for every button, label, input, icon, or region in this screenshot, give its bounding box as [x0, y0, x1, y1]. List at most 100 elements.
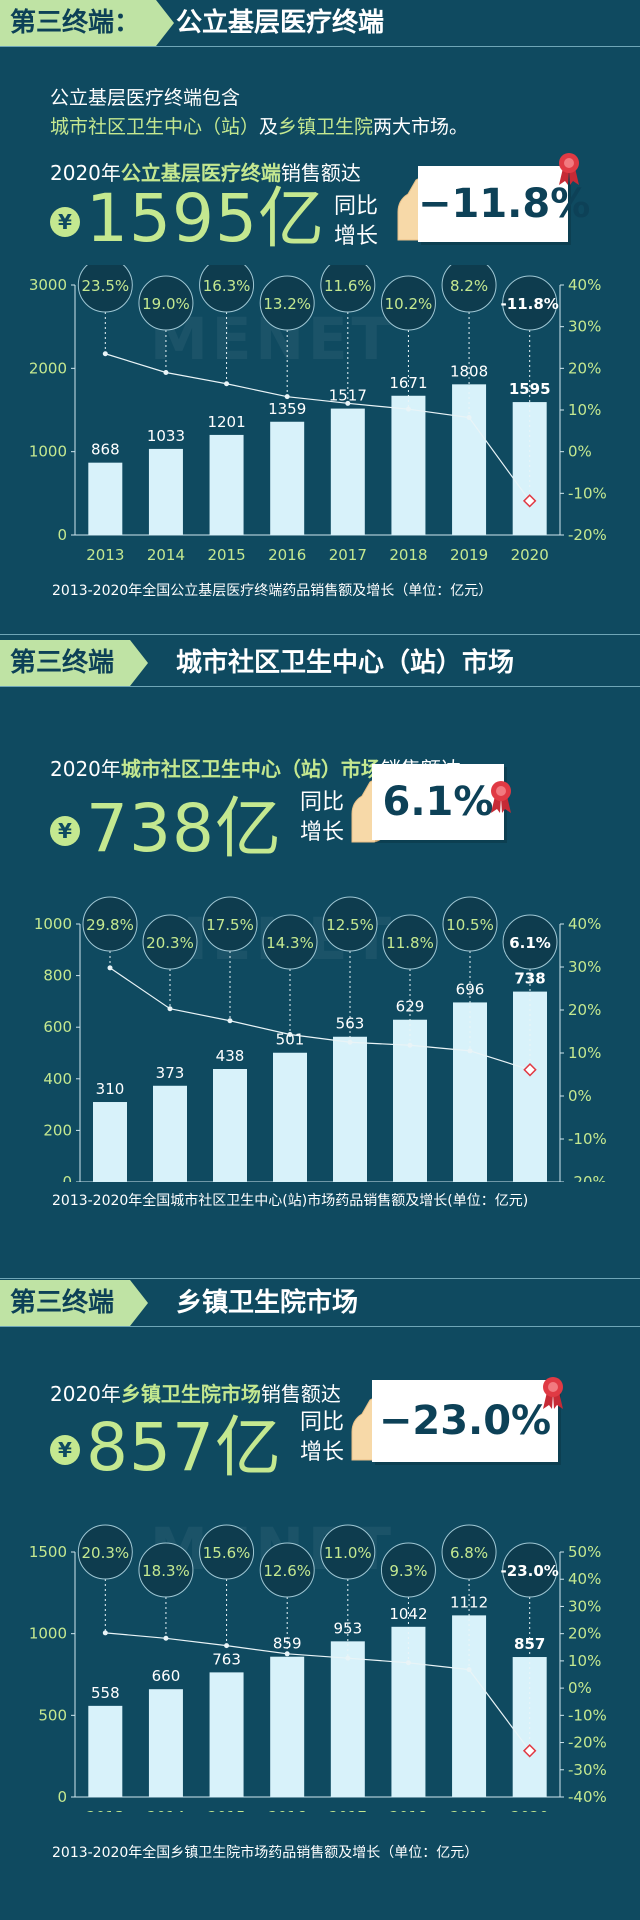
y-tick-label-left: 1000	[29, 1625, 67, 1643]
x-tick-label: 2017	[329, 1808, 367, 1812]
y-tick-label-right: 0%	[568, 1087, 592, 1105]
yen-icon: ¥	[50, 816, 80, 846]
y-tick-label-left: 0	[62, 1173, 72, 1182]
bar-value-label: 1808	[450, 362, 488, 380]
sales-amount: 1595亿	[86, 180, 325, 257]
growth-bubble	[502, 1542, 558, 1598]
divider	[0, 1326, 640, 1327]
x-tick-label: 2018	[389, 546, 427, 564]
y-tick-label-right: -20%	[568, 1173, 607, 1182]
bar	[270, 1656, 305, 1797]
bar	[391, 1626, 426, 1797]
y-tick-label-left: 2000	[29, 359, 67, 377]
x-tick-label: 2019	[450, 1808, 488, 1812]
growth-label: 10.2%	[385, 295, 433, 313]
sales-highlight: 城市社区卫生中心（站）市场	[120, 757, 381, 781]
growth-label: 20.3%	[81, 1544, 129, 1562]
bar-value-label: 868	[91, 441, 120, 459]
growth-bubble	[262, 914, 318, 970]
growth-bubble	[138, 1542, 194, 1598]
x-tick-label: 2014	[147, 1808, 185, 1812]
growth-label: -23.0%	[501, 1562, 559, 1580]
growth-bubble	[202, 896, 258, 952]
sales-prefix: 2020年	[50, 757, 121, 781]
growth-card: 6.1%	[372, 764, 504, 840]
x-tick-label: 2016	[268, 546, 306, 564]
sales-statement: 2020年乡镇卫生院市场销售额达	[50, 1378, 341, 1407]
intro-text: 公立基层医疗终端包含 城市社区卫生中心（站）及乡镇卫生院两大市场。	[50, 84, 468, 142]
bar-value-label: 857	[514, 1635, 545, 1653]
bar	[88, 1705, 123, 1797]
growth-point	[405, 406, 411, 412]
y-tick-label-right: -10%	[568, 1130, 607, 1148]
growth-label: 6.8%	[450, 1544, 488, 1562]
bar	[209, 434, 244, 535]
yoy-label: 同比 增长	[334, 192, 378, 252]
section-public-primary: 第三终端： 公立基层医疗终端 公立基层医疗终端包含 城市社区卫生中心（站）及乡镇…	[0, 0, 640, 640]
y-tick-label-right: -10%	[568, 484, 607, 502]
growth-label: 13.2%	[263, 295, 311, 313]
y-tick-label-right: -30%	[568, 1761, 607, 1779]
x-tick-label: 2015	[207, 1808, 245, 1812]
award-ribbon-icon	[559, 153, 579, 185]
growth-line	[105, 353, 531, 502]
chart-caption: 2013-2020年全国城市社区卫生中心(站)市场药品销售额及增长(单位：亿元)	[52, 1193, 529, 1209]
growth-label: 20.3%	[146, 934, 194, 952]
y-tick-label-right: 30%	[568, 318, 601, 336]
bar	[330, 1641, 365, 1797]
yoy-label-line2: 增长	[300, 820, 345, 845]
growth-bubble	[320, 1524, 376, 1580]
growth-point	[102, 1630, 108, 1636]
yoy-label-line2: 增长	[300, 1440, 345, 1465]
intro-highlight-township: 乡镇卫生院	[278, 116, 374, 138]
chart-township: 0 500 1000 1500 -40% -30% -20% -10% 0% 10% 20% 30% 4…	[29, 1524, 607, 1812]
growth-bubble	[502, 914, 558, 970]
growth-point	[407, 1042, 413, 1048]
y-tick-label-left: 800	[43, 967, 72, 985]
bar-value-label: 438	[216, 1047, 245, 1065]
y-tick-label-right: 40%	[568, 915, 601, 933]
intro-line-1: 公立基层医疗终端包含	[50, 87, 241, 109]
y-tick-label-left: 0	[57, 1788, 67, 1806]
section-township: 第三终端 乡镇卫生院市场 2020年乡镇卫生院市场销售额达 ¥ 857亿 同比 …	[0, 1280, 640, 1920]
growth-bubble	[502, 275, 558, 331]
bar-value-label: 1671	[389, 374, 427, 392]
growth-value: 6.1%	[382, 779, 494, 825]
growth-point	[163, 1635, 169, 1641]
divider	[0, 686, 640, 687]
sales-prefix: 2020年	[50, 161, 121, 185]
y-tick-label-right: -20%	[568, 1734, 607, 1752]
bar	[512, 402, 547, 535]
yen-icon: ¥	[50, 1435, 80, 1465]
bar-value-label: 696	[456, 980, 485, 998]
bar-value-label: 1595	[509, 380, 551, 398]
bar	[270, 421, 305, 535]
growth-point	[163, 370, 169, 375]
growth-point	[523, 1063, 537, 1077]
growth-card: −11.8%	[418, 166, 590, 242]
growth-point	[466, 1667, 472, 1673]
bar-value-label: 310	[96, 1080, 125, 1098]
award-ribbon-icon	[543, 1377, 563, 1409]
growth-label: 14.3%	[266, 934, 314, 952]
y-tick-label-right: 10%	[568, 1044, 601, 1062]
y-tick-label-right: 40%	[568, 276, 601, 294]
bar-value-label: 1033	[147, 427, 185, 445]
growth-bubble	[142, 914, 198, 970]
y-tick-label-right: 50%	[568, 1543, 601, 1561]
section-title: 公立基层医疗终端	[176, 8, 385, 38]
growth-point	[284, 1651, 290, 1657]
bar	[391, 395, 426, 535]
section-community: 第三终端 城市社区卫生中心（站）市场 2020年城市社区卫生中心（站）市场销售额…	[0, 640, 640, 1280]
award-ribbon-icon	[491, 781, 511, 813]
y-tick-label-left: 0	[57, 526, 67, 544]
growth-bubble	[441, 1524, 497, 1580]
growth-line	[109, 967, 531, 1071]
y-tick-label-right: 20%	[568, 359, 601, 377]
x-tick-label: 2018	[389, 1808, 427, 1812]
intro-mid: 及	[259, 116, 279, 138]
y-tick-label-right: 0%	[568, 443, 592, 461]
y-tick-label-left: 1000	[34, 915, 72, 933]
sales-suffix: 销售额达	[280, 161, 361, 185]
growth-point	[467, 1048, 473, 1054]
